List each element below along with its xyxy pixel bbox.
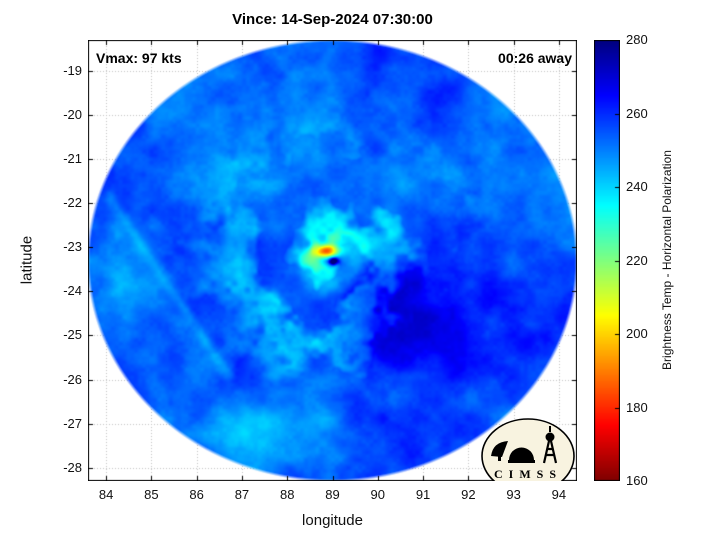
cimss-logo: CIMSS (478, 415, 578, 481)
y-tick-label: -19 (63, 62, 82, 78)
x-tick-label: 84 (98, 487, 114, 502)
y-tick-label: -28 (63, 459, 82, 475)
y-tick-label: -22 (63, 195, 82, 211)
colorbar-label: Brightness Temp - Horizontal Polarizatio… (660, 150, 674, 370)
colorbar-tick-label: 280 (626, 32, 648, 47)
x-tick-label: 94 (551, 487, 567, 502)
colorbar-tick-label: 220 (626, 252, 648, 268)
colorbar-tick-label: 200 (626, 326, 648, 341)
y-tick-label: -23 (63, 239, 82, 255)
dish-mount (498, 455, 501, 461)
time-away-annotation: 00:26 away (498, 50, 572, 66)
x-tick-label: 88 (279, 487, 295, 502)
tower-dome (545, 432, 555, 442)
satellite-dish-icon (491, 441, 508, 457)
cimss-logo-text: CIMSS (494, 467, 562, 481)
colorbar-tick-label: 180 (626, 399, 648, 415)
satellite-heatmap-canvas (88, 40, 577, 481)
x-tick-label: 91 (415, 487, 431, 502)
y-tick-label: -21 (63, 151, 82, 167)
x-tick-label: 93 (506, 487, 521, 502)
vmax-annotation: Vmax: 97 kts (96, 50, 182, 66)
y-tick-label: -26 (63, 371, 82, 387)
radome-base (508, 460, 535, 463)
x-tick-label: 92 (461, 487, 476, 502)
colorbar-tick-label: 260 (626, 105, 648, 121)
x-tick-label: 87 (234, 487, 250, 502)
chart-title: Vince: 14-Sep-2024 07:30:00 (232, 11, 433, 28)
y-tick-label: -27 (63, 415, 82, 431)
colorbar-tick-label: 240 (626, 179, 648, 194)
y-tick-label: -20 (63, 106, 82, 122)
colorbar (594, 40, 620, 481)
x-tick-label: 90 (370, 487, 385, 502)
observation-tower-icon (542, 440, 558, 464)
cimss-logo-graphic: CIMSS (481, 418, 575, 481)
x-axis-label: longitude (302, 512, 363, 529)
radome-icon (509, 447, 534, 460)
colorbar-tick-label: 160 (626, 473, 648, 488)
y-tick-label: -24 (63, 283, 82, 299)
y-axis-label: latitude (18, 235, 36, 285)
y-tick-label: -25 (63, 327, 82, 343)
x-tick-label: 86 (189, 487, 204, 502)
x-tick-label: 85 (144, 487, 159, 502)
x-tick-label: 89 (325, 487, 340, 502)
